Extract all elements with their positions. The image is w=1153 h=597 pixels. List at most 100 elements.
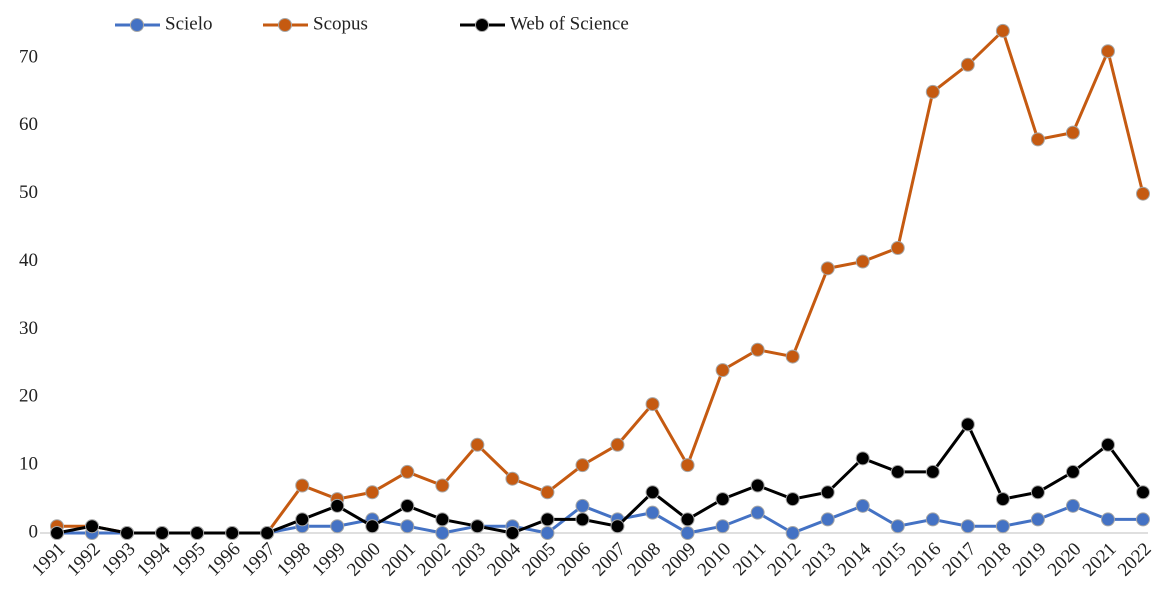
data-point [995, 492, 1010, 507]
data-point [1065, 125, 1080, 140]
data-point [925, 84, 940, 99]
data-point [400, 519, 415, 534]
data-point [120, 526, 135, 540]
x-tick-label: 2000 [343, 539, 385, 581]
data-point [715, 492, 730, 507]
legend-marker [130, 18, 144, 32]
data-point [645, 485, 660, 500]
x-tick-label: 1999 [308, 539, 350, 581]
data-point [540, 485, 555, 500]
data-point [365, 519, 380, 534]
y-tick-label: 0 [29, 521, 39, 542]
data-point [645, 505, 660, 520]
data-point [540, 526, 555, 540]
x-tick-label: 1997 [238, 539, 280, 581]
data-point [1030, 512, 1045, 527]
data-point [1030, 132, 1045, 147]
legend-label: Scielo [165, 13, 213, 34]
series-line [56, 421, 1145, 535]
x-tick-label: 2013 [799, 539, 841, 581]
data-point [1100, 44, 1115, 59]
data-point [680, 512, 695, 527]
x-tick-label: 2008 [623, 539, 665, 581]
data-point [470, 437, 485, 452]
data-point [85, 519, 100, 534]
x-tick-label: 1996 [203, 539, 245, 581]
data-point [715, 363, 730, 378]
data-point [855, 498, 870, 513]
data-point [435, 478, 450, 493]
data-point [400, 464, 415, 479]
x-tick-label: 2009 [658, 539, 700, 581]
x-tick-label: 2004 [483, 538, 525, 580]
data-point [435, 512, 450, 527]
data-point [960, 519, 975, 534]
data-point [1136, 485, 1150, 500]
x-tick-label: 1993 [98, 539, 140, 581]
x-tick-label: 2014 [834, 538, 876, 580]
data-point [820, 261, 835, 276]
y-tick-label: 50 [19, 182, 38, 203]
data-point [295, 512, 310, 527]
data-point [785, 349, 800, 364]
y-tick-label: 30 [19, 318, 38, 339]
data-point [890, 464, 905, 479]
x-tick-label: 2005 [518, 539, 560, 581]
x-tick-label: 2003 [448, 539, 490, 581]
data-point [610, 519, 625, 534]
data-point [1136, 186, 1150, 201]
x-tick-label: 2022 [1114, 539, 1153, 581]
data-point [715, 519, 730, 534]
data-point [330, 519, 345, 534]
data-point [750, 505, 765, 520]
data-point [785, 526, 800, 540]
data-point [925, 464, 940, 479]
x-tick-label: 2002 [413, 539, 455, 581]
data-point [1065, 498, 1080, 513]
data-point [820, 485, 835, 500]
data-point [960, 57, 975, 72]
data-point [820, 512, 835, 527]
data-point [1100, 512, 1115, 527]
data-point [365, 485, 380, 500]
x-tick-label: 2007 [588, 539, 630, 581]
data-point [890, 240, 905, 255]
x-tick-label: 1995 [168, 539, 210, 581]
x-tick-label: 2021 [1079, 539, 1121, 581]
legend-label: Web of Science [510, 13, 629, 34]
x-tick-label: 2012 [764, 539, 806, 581]
data-point [295, 478, 310, 493]
data-point [960, 417, 975, 432]
data-point [575, 498, 590, 513]
data-point [680, 526, 695, 540]
data-point [435, 526, 450, 540]
x-tick-label: 2001 [378, 539, 420, 581]
x-tick-label: 2018 [974, 539, 1016, 581]
data-point [505, 526, 520, 540]
y-tick-label: 10 [19, 453, 38, 474]
data-point [925, 512, 940, 527]
data-point [855, 254, 870, 269]
data-point [750, 342, 765, 357]
data-point [890, 519, 905, 534]
x-tick-label: 1992 [63, 539, 105, 581]
data-point [155, 526, 170, 540]
data-point [260, 526, 275, 540]
data-point [1030, 485, 1045, 500]
data-point [610, 437, 625, 452]
x-tick-label: 2006 [553, 539, 595, 581]
series-line [57, 28, 1145, 535]
data-point [540, 512, 555, 527]
data-point [995, 519, 1010, 534]
x-tick-label: 2017 [939, 539, 981, 581]
data-point [575, 512, 590, 527]
data-point [785, 492, 800, 507]
x-tick-label: 1994 [133, 538, 175, 580]
legend-marker [278, 18, 292, 32]
data-point [645, 397, 660, 412]
y-tick-label: 20 [19, 386, 38, 407]
data-point [680, 458, 695, 473]
series-line [57, 504, 1143, 535]
